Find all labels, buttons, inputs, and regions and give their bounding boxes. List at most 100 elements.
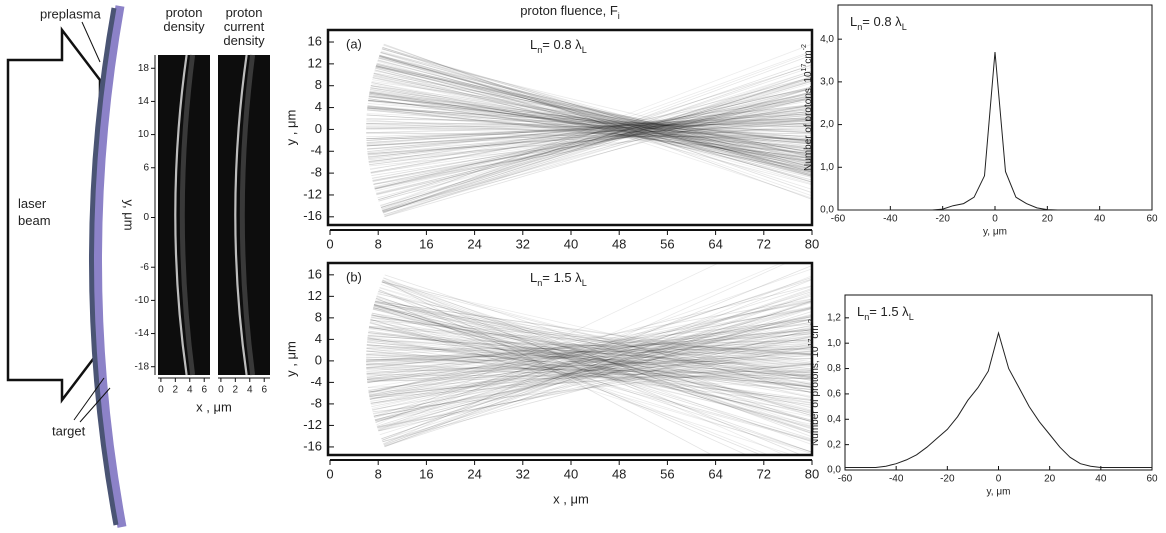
x-tick-label: 60 [1146,214,1158,225]
proton-track [366,118,812,125]
proton-track [367,365,812,388]
proton-track [368,100,812,141]
proton-track [366,340,812,363]
proton-track [366,113,812,144]
panel-title-line: current [224,19,265,34]
proton-track [368,96,812,152]
annotation-part: L [850,14,857,29]
proton-track [366,318,812,369]
x-tick-label: 80 [805,466,819,481]
proton-track [369,363,812,399]
proton-track [369,335,812,400]
y-tick-label: 8 [315,309,322,324]
proton-track [382,87,812,212]
proton-track [367,338,812,385]
x-tick-label: 24 [467,236,481,251]
proton-track [367,337,812,378]
proton-track [381,281,812,394]
proton-track [380,70,812,209]
proton-track [383,292,812,444]
proton-track [366,347,812,351]
proton-track [368,105,812,159]
proton-track [376,263,720,426]
x-tick-label: 56 [660,236,674,251]
proton-track [366,121,812,138]
x-tick-label: 0 [992,214,998,225]
proton-track [366,329,812,362]
panel-title-line: proton [166,5,203,20]
proton-track [366,323,812,368]
proton-track [376,64,812,157]
proton-track [371,314,812,455]
proton-track [383,54,812,214]
proton-track [377,60,812,173]
x-tick-label: 64 [708,466,722,481]
proton-track [372,308,812,422]
proton-track [375,297,770,455]
panel-annotation-part: n [537,45,542,55]
panel-label: (a) [346,36,362,51]
proton-track [366,132,812,140]
proton-track [367,118,812,156]
proton-track [382,91,812,212]
y-tick-label: 2,0 [820,119,834,130]
panel-title-line: density [223,33,265,48]
plot-frame [844,294,1153,471]
proton-track [371,314,812,385]
proton-track [366,344,812,365]
proton-track [383,44,812,194]
proton-track [381,281,812,434]
data-line [845,331,1152,468]
proton-track [366,338,812,370]
x-tick-label: 56 [660,466,674,481]
proton-track [380,43,812,209]
proton-track [367,109,812,150]
proton-track [377,306,812,428]
proton-track [367,116,812,150]
proton-track [372,326,812,414]
proton-track [381,265,812,441]
proton-track [374,304,812,370]
proton-track [366,353,812,377]
proton-track [376,296,812,433]
proton-track [366,347,812,375]
plot-frame [326,261,814,457]
x-tick-label: 24 [467,466,481,481]
panel-title: proton current density [223,5,265,48]
y-axis-label-part: Number of protons, 10 [810,346,821,446]
proton-track [379,287,812,415]
proton-track [376,295,812,453]
x-tick-label: -60 [838,474,853,485]
proton-track [375,66,812,165]
target-outer [93,5,127,528]
proton-track [366,122,812,125]
proton-track [369,325,812,354]
proton-track [375,67,812,181]
proton-track [375,91,812,192]
proton-track [366,124,812,131]
proton-track [374,87,812,188]
proton-track [366,117,812,141]
proton-track [373,304,812,412]
x-tick-label: 0 [326,466,333,481]
proton-track [371,82,812,163]
x-axis-label: x , μm [553,491,589,506]
proton-track [368,332,812,388]
y-tick-label: -16 [303,208,322,223]
proton-track [375,285,812,423]
proton-track [375,341,812,422]
y-axis-label: y , μm [283,110,298,146]
proton-track [366,365,812,375]
panel-title-line: proton [226,5,263,20]
proton-track [371,82,812,173]
proton-track [366,355,812,380]
proton-track [368,118,812,162]
laser-beam-label: laser beam [18,196,51,228]
proton-track [384,72,812,217]
x-tick-label: 48 [612,236,626,251]
proton-track [373,321,812,415]
proton-track [374,86,812,190]
x-tick-label: 0 [218,385,224,396]
proton-track [382,47,812,176]
proton-track [366,362,812,390]
